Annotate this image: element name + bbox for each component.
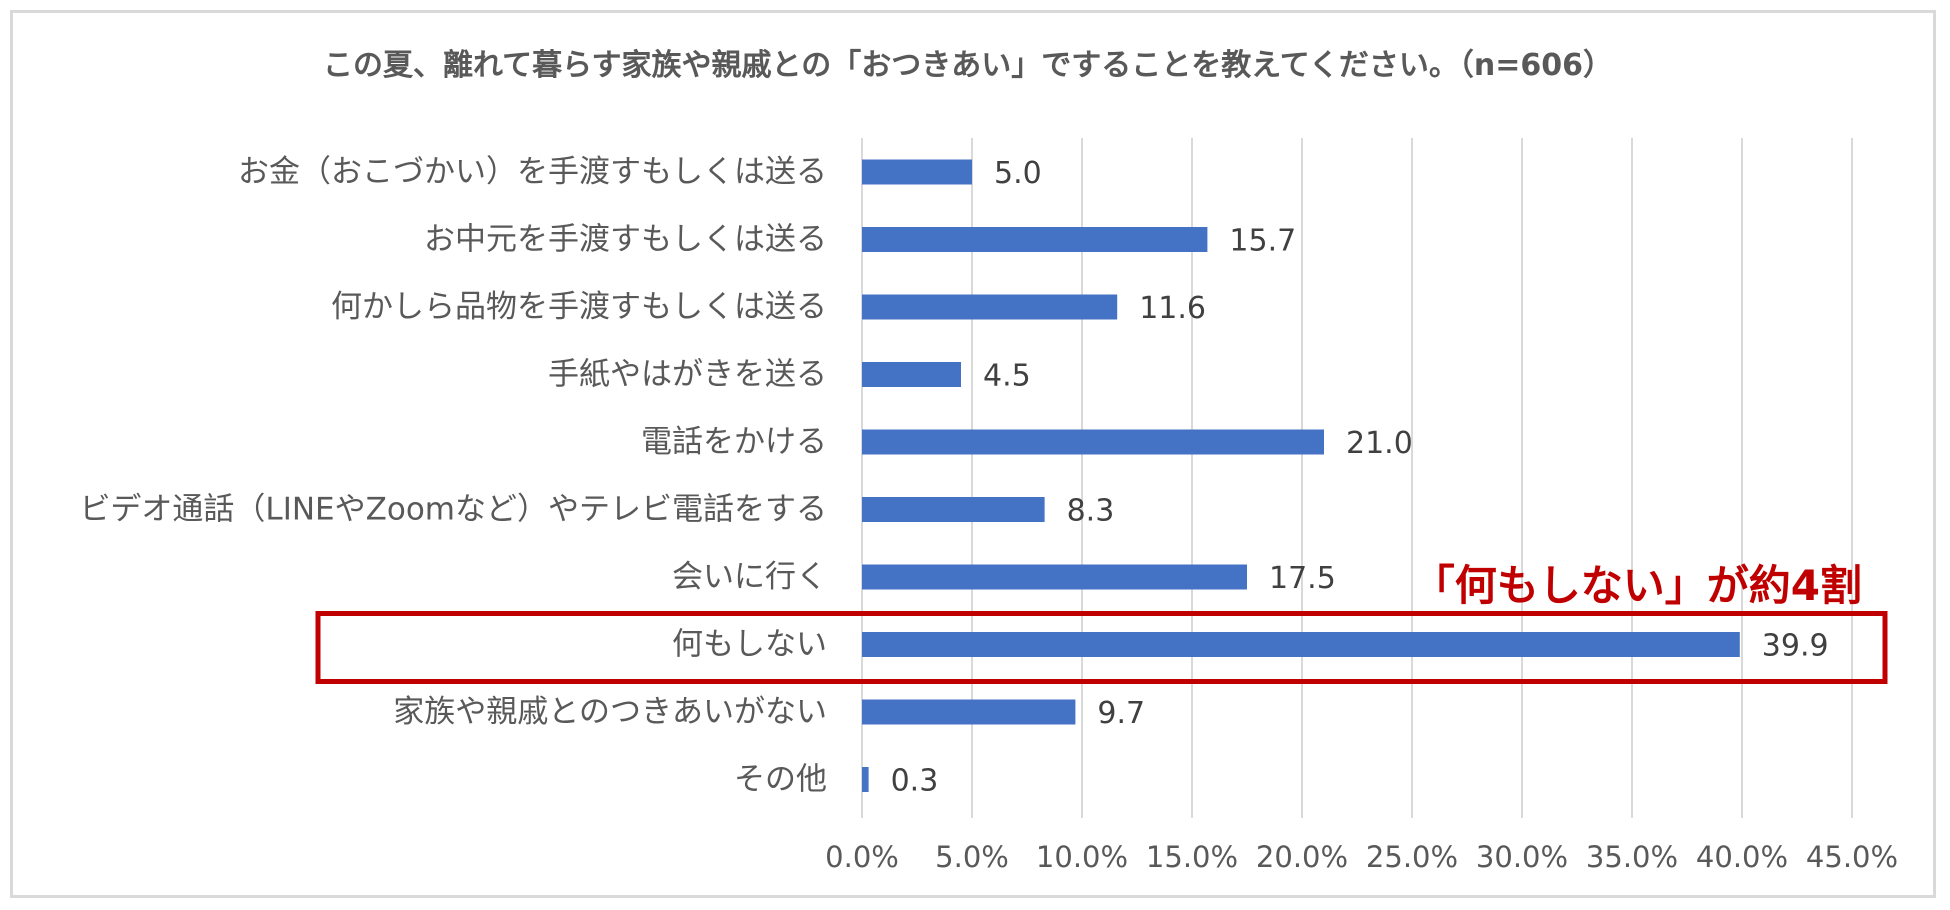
category-label: 何もしない <box>672 627 827 663</box>
data-label: 8.3 <box>1067 494 1115 529</box>
data-label: 4.5 <box>983 359 1031 394</box>
x-tick-label: 40.0% <box>1696 840 1788 874</box>
data-label: 15.7 <box>1229 224 1296 259</box>
category-label: その他 <box>734 762 827 798</box>
category-label: お金（おこづかい）を手渡すもしくは送る <box>238 154 827 190</box>
bar <box>862 362 961 387</box>
category-label: 会いに行く <box>672 559 827 595</box>
x-tick-label: 10.0% <box>1036 840 1128 874</box>
data-label: 0.3 <box>891 764 939 799</box>
x-tick-label: 35.0% <box>1586 840 1678 874</box>
bars <box>862 159 1740 792</box>
data-label: 17.5 <box>1269 561 1336 596</box>
bar <box>862 632 1740 657</box>
highlight-box <box>315 611 1888 684</box>
category-label: 何かしら品物を手渡すもしくは送る <box>331 289 827 325</box>
category-label: 電話をかける <box>641 424 827 460</box>
bar <box>862 564 1247 590</box>
highlight-annotation: 「何もしない」が約4割 <box>1413 561 1862 610</box>
category-label: 家族や親戚とのつきあいがない <box>393 694 827 730</box>
bar <box>862 429 1324 455</box>
data-label: 5.0 <box>994 156 1042 191</box>
category-label: ビデオ通話（LINEやZoomなど）やテレビ電話をする <box>79 492 827 528</box>
bar <box>862 699 1076 725</box>
category-label: お中元を手渡すもしくは送る <box>424 222 827 258</box>
x-tick-label: 0.0% <box>825 840 899 874</box>
x-tick-label: 45.0% <box>1806 840 1898 874</box>
data-label: 9.7 <box>1097 696 1145 731</box>
bar <box>862 767 869 792</box>
category-label: 手紙やはがきを送る <box>548 357 827 393</box>
x-tick-label: 25.0% <box>1366 840 1458 874</box>
bar <box>862 227 1208 252</box>
x-tick-label: 20.0% <box>1256 840 1348 874</box>
data-label: 21.0 <box>1346 426 1413 461</box>
category-labels: お金（おこづかい）を手渡すもしくは送るお中元を手渡すもしくは送る何かしら品物を手… <box>79 154 827 798</box>
chart-title: この夏、離れて暮らす家族や親戚との「おつきあい」ですることを教えてください。（n… <box>323 48 1613 83</box>
x-tick-label: 5.0% <box>935 840 1009 874</box>
bar <box>862 497 1045 522</box>
x-tick-label: 30.0% <box>1476 840 1568 874</box>
bar <box>862 294 1118 320</box>
value-labels: 5.0 15.7 11.6 4.5 21.0 8.3 17.5 39.9 9.7 0.3 <box>891 156 1829 799</box>
data-label: 11.6 <box>1139 291 1206 326</box>
x-axis-ticks: 0.0% 5.0% 10.0% 15.0% 20.0% 25.0% 30.0% 35.0% 40… <box>825 840 1898 874</box>
data-label: 39.9 <box>1762 629 1829 664</box>
bar <box>862 159 972 185</box>
x-tick-label: 15.0% <box>1146 840 1238 874</box>
